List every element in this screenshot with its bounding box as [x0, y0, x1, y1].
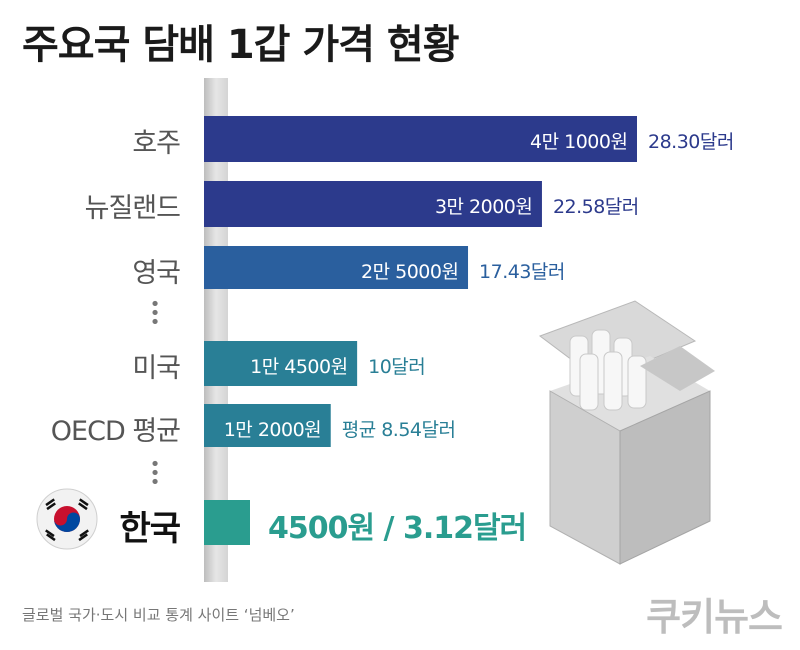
ellipsis-dots: • • •: [149, 294, 161, 333]
highlight-value-label: 4500원 / 3.12달러: [268, 511, 527, 546]
category-label: 뉴질랜드: [84, 193, 181, 224]
bar: [204, 116, 637, 162]
source-note: 글로벌 국가·도시 비교 통계 사이트 ‘넘베오’: [22, 606, 295, 624]
bar-value-label: 3만 2000원: [434, 196, 533, 218]
usd-label: 평균 8.54달러: [341, 419, 456, 441]
usd-label: 17.43달러: [479, 261, 565, 283]
bar-value-label: 1만 4500원: [250, 356, 348, 378]
usd-label: 22.58달러: [552, 196, 639, 218]
bar: [204, 500, 250, 545]
bar-value-label: 2만 5000원: [361, 261, 459, 283]
category-label: 영국: [132, 258, 181, 289]
bar: [204, 404, 331, 447]
brand-logo: 쿠키뉴스: [646, 595, 783, 639]
category-label: 미국: [132, 353, 181, 384]
category-label: OECD 평균: [50, 416, 181, 447]
category-label: 호주: [132, 128, 181, 159]
bar: [204, 181, 542, 227]
bar-value-label: 1만 2000원: [223, 419, 322, 441]
chart-title: 주요국 담배 1갑 가격 현황: [22, 22, 460, 68]
usd-label: 10달러: [368, 356, 426, 378]
usd-label: 28.30달러: [648, 131, 734, 153]
bar: [204, 246, 469, 289]
bar-value-label: 4만 1000원: [530, 131, 628, 153]
category-label: 한국: [119, 509, 181, 549]
korea-flag-icon: [36, 488, 98, 550]
bar: [204, 341, 358, 386]
cigarette-pack-icon: [538, 300, 715, 565]
ellipsis-dots: • • •: [149, 454, 161, 493]
